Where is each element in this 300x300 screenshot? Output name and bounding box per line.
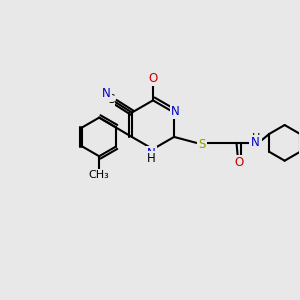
Text: H: H bbox=[147, 152, 156, 165]
Text: CH₃: CH₃ bbox=[89, 170, 110, 180]
Text: O: O bbox=[148, 72, 158, 85]
Text: O: O bbox=[235, 156, 244, 169]
Text: N: N bbox=[102, 87, 111, 100]
Text: C: C bbox=[106, 93, 114, 106]
Text: N: N bbox=[147, 147, 156, 160]
Text: H: H bbox=[252, 133, 261, 142]
Text: N: N bbox=[250, 136, 259, 149]
Text: S: S bbox=[198, 138, 206, 151]
Text: N: N bbox=[171, 105, 180, 118]
